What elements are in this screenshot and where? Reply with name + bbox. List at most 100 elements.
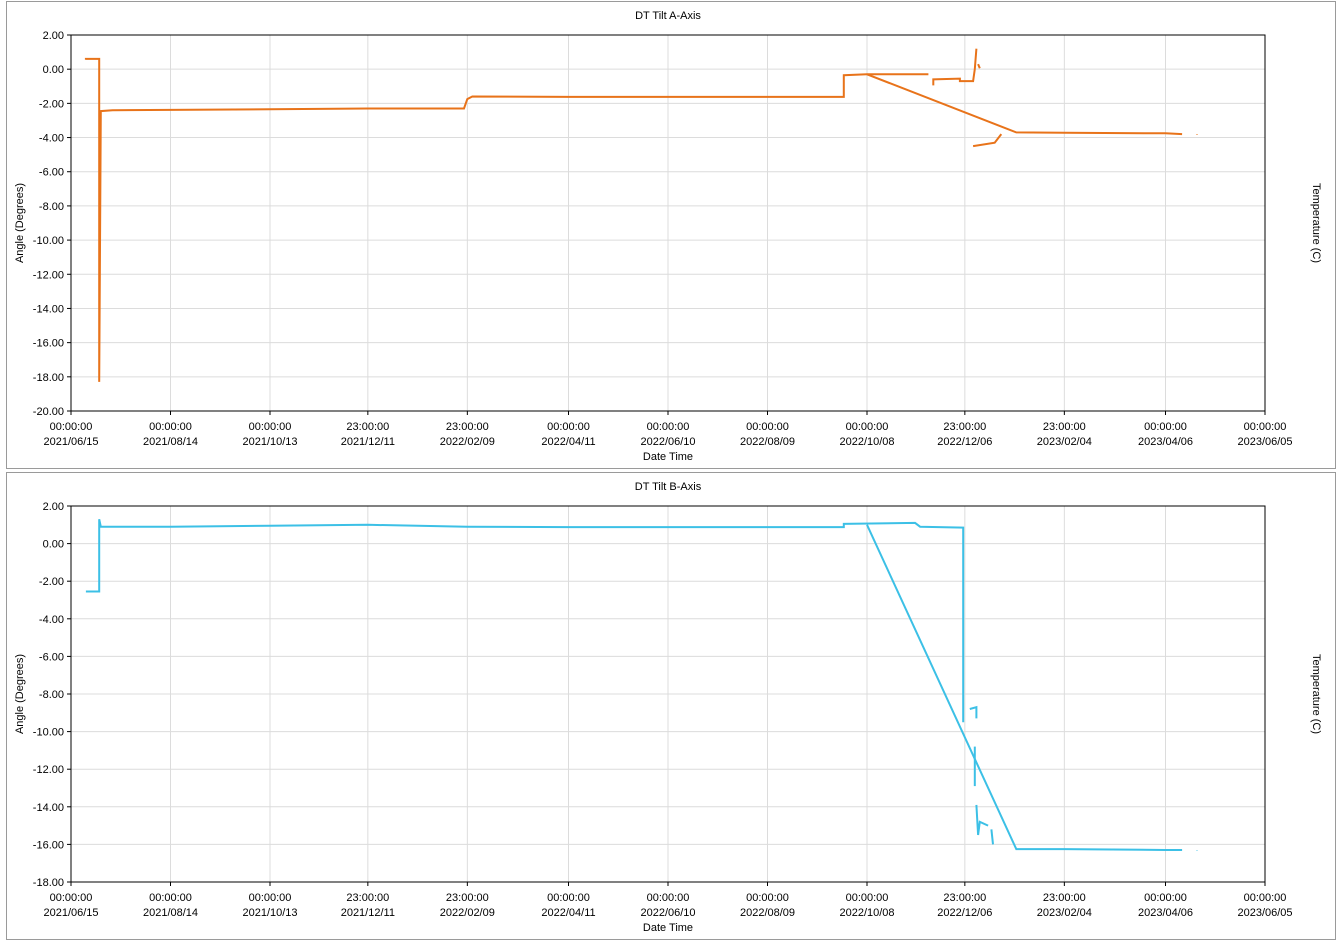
y-tick-label: 0.00 (43, 539, 64, 551)
series-line-segment (972, 133, 1003, 148)
x-tick-time-label: 00:00:00 (149, 892, 192, 904)
plot-area-frame (70, 34, 1266, 412)
y2-axis-label: Temperature (C) (1310, 654, 1322, 734)
x-tick-date-label: 2021/08/14 (143, 907, 198, 919)
y-tick-label: -12.00 (33, 269, 64, 281)
y-tick-label: 0.00 (43, 64, 64, 76)
x-tick-time-label: 00:00:00 (746, 421, 789, 433)
chart-panel-b-axis: DT Tilt B-Axis 2.00 0.00 -2.00 -4.00 -6.00 -8.… (6, 472, 1336, 940)
x-tick-date-label: 2022/10/08 (839, 436, 894, 448)
x-tick-time-label: 23:00:00 (346, 892, 389, 904)
y-tick-label: -10.00 (33, 235, 64, 247)
x-tick-date-label: 2022/08/09 (740, 907, 795, 919)
x-tick-date-label: 2023/06/05 (1237, 436, 1292, 448)
x-tick-time-label: 23:00:00 (346, 421, 389, 433)
x-tick-date-label: 2021/06/15 (43, 436, 98, 448)
x-tick-time-label: 00:00:00 (249, 892, 292, 904)
x-tick-date-label: 2023/02/04 (1037, 907, 1092, 919)
x-tick-date-label: 2022/12/06 (937, 436, 992, 448)
x-tick-time-label: 00:00:00 (647, 892, 690, 904)
x-tick-date-label: 2021/12/11 (341, 436, 395, 448)
x-tick-time-label: 00:00:00 (1244, 892, 1287, 904)
tilt-a-axis-chart: DT Tilt A-Axis 2.00 0.00 -2.00 -4.00 -6.00 -8.… (14, 10, 1322, 463)
x-tick-time-label: 00:00:00 (50, 892, 93, 904)
y-tick-label: -4.00 (39, 133, 64, 145)
series-line-segment (84, 57, 929, 382)
x-tick-time-label: 00:00:00 (746, 892, 789, 904)
x-tick-date-label: 2021/10/13 (242, 436, 297, 448)
x-tick-date-label: 2022/06/10 (640, 436, 695, 448)
y-axis-label: Angle (Degrees) (14, 183, 26, 263)
x-tick-date-label: 2021/08/14 (143, 436, 198, 448)
x-tick-time-label: 00:00:00 (1144, 892, 1187, 904)
y-axis-label: Angle (Degrees) (14, 654, 26, 734)
x-tick-date-label: 2021/12/11 (341, 907, 395, 919)
x-tick-date-label: 2022/08/09 (740, 436, 795, 448)
x-tick-date-label: 2023/06/05 (1237, 907, 1292, 919)
series-line-segment (932, 48, 978, 86)
y-tick-label: -8.00 (39, 689, 64, 701)
series-line-segment (969, 705, 978, 719)
x-tick-time-label: 00:00:00 (149, 421, 192, 433)
y-tick-label: -16.00 (33, 839, 64, 851)
x-tick-time-label: 00:00:00 (846, 892, 889, 904)
y-tick-label: -6.00 (39, 651, 64, 663)
y-tick-label: -8.00 (39, 201, 64, 213)
x-tick-date-label: 2022/06/10 (640, 907, 695, 919)
x-tick-time-label: 23:00:00 (943, 892, 986, 904)
x-tick-time-label: 23:00:00 (1043, 892, 1086, 904)
y-tick-label: -16.00 (33, 338, 64, 350)
series-line-segment (990, 829, 994, 845)
data-series-0 (84, 48, 1198, 382)
x-tick-date-label: 2022/04/11 (541, 436, 595, 448)
y-tick-label: -2.00 (39, 576, 64, 588)
x-tick-time-label: 23:00:00 (446, 892, 489, 904)
y-tick-label: 2.00 (43, 30, 64, 42)
x-tick-time-label: 00:00:00 (1144, 421, 1187, 433)
x-tick-time-label: 00:00:00 (547, 421, 590, 433)
x-tick-date-label: 2022/02/09 (440, 436, 495, 448)
data-series-0 (85, 518, 1198, 851)
x-tick-time-label: 00:00:00 (1244, 421, 1287, 433)
y-tick-label: -12.00 (33, 764, 64, 776)
y-tick-label: -18.00 (33, 877, 64, 889)
y-tick-label: -14.00 (33, 303, 64, 315)
series-line-segment (977, 63, 981, 69)
y-tick-label: 2.00 (43, 501, 64, 513)
chart-title: DT Tilt B-Axis (635, 481, 702, 493)
x-tick-date-label: 2022/04/11 (541, 907, 595, 919)
tilt-b-axis-chart: DT Tilt B-Axis 2.00 0.00 -2.00 -4.00 -6.00 -8.… (14, 481, 1322, 934)
x-tick-time-label: 23:00:00 (446, 421, 489, 433)
x-tick-date-label: 2023/04/06 (1138, 907, 1193, 919)
x-tick-date-label: 2023/04/06 (1138, 436, 1193, 448)
x-tick-time-label: 23:00:00 (943, 421, 986, 433)
x-tick-time-label: 00:00:00 (50, 421, 93, 433)
plot-area-frame (70, 505, 1266, 883)
chart-title: DT Tilt A-Axis (635, 10, 701, 22)
y-tick-label: -6.00 (39, 167, 64, 179)
series-line-segment (866, 73, 1183, 136)
series-line-segment (85, 518, 965, 723)
x-tick-date-label: 2021/06/15 (43, 907, 98, 919)
x-tick-time-label: 00:00:00 (547, 892, 590, 904)
y-tick-label: -18.00 (33, 372, 64, 384)
y-tick-label: -20.00 (33, 406, 64, 418)
x-tick-time-label: 23:00:00 (1043, 421, 1086, 433)
x-tick-date-label: 2021/10/13 (242, 907, 297, 919)
x-tick-time-label: 00:00:00 (249, 421, 292, 433)
x-axis-label: Date Time (643, 451, 693, 463)
y-tick-label: -4.00 (39, 614, 64, 626)
x-tick-time-label: 00:00:00 (846, 421, 889, 433)
x-tick-date-label: 2022/12/06 (937, 907, 992, 919)
series-line-segment (866, 524, 1183, 851)
x-axis-label: Date Time (643, 922, 693, 934)
x-tick-date-label: 2023/02/04 (1037, 436, 1092, 448)
y-tick-label: -10.00 (33, 727, 64, 739)
x-tick-date-label: 2022/02/09 (440, 907, 495, 919)
y-tick-label: -14.00 (33, 802, 64, 814)
x-tick-date-label: 2022/10/08 (839, 907, 894, 919)
x-tick-time-label: 00:00:00 (647, 421, 690, 433)
y-tick-label: -2.00 (39, 98, 64, 110)
y2-axis-label: Temperature (C) (1310, 183, 1322, 263)
series-line-segment (975, 804, 989, 836)
